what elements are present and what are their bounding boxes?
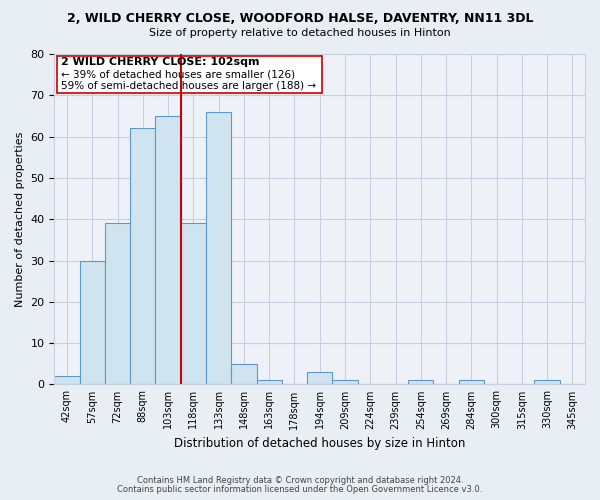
Bar — [206, 112, 231, 384]
Bar — [332, 380, 358, 384]
Bar — [105, 224, 130, 384]
Bar — [458, 380, 484, 384]
Text: Size of property relative to detached houses in Hinton: Size of property relative to detached ho… — [149, 28, 451, 38]
Bar — [307, 372, 332, 384]
Bar — [130, 128, 155, 384]
Text: 59% of semi-detached houses are larger (188) →: 59% of semi-detached houses are larger (… — [61, 82, 316, 92]
Text: Contains public sector information licensed under the Open Government Licence v3: Contains public sector information licen… — [118, 485, 482, 494]
Text: 2 WILD CHERRY CLOSE: 102sqm: 2 WILD CHERRY CLOSE: 102sqm — [61, 58, 259, 68]
Y-axis label: Number of detached properties: Number of detached properties — [15, 132, 25, 307]
Bar — [257, 380, 282, 384]
Text: 2, WILD CHERRY CLOSE, WOODFORD HALSE, DAVENTRY, NN11 3DL: 2, WILD CHERRY CLOSE, WOODFORD HALSE, DA… — [67, 12, 533, 26]
FancyBboxPatch shape — [57, 56, 322, 93]
Bar — [408, 380, 433, 384]
Bar — [231, 364, 257, 384]
Bar — [181, 224, 206, 384]
Text: ← 39% of detached houses are smaller (126): ← 39% of detached houses are smaller (12… — [61, 70, 295, 80]
X-axis label: Distribution of detached houses by size in Hinton: Distribution of detached houses by size … — [174, 437, 466, 450]
Bar — [80, 260, 105, 384]
Bar — [535, 380, 560, 384]
Bar — [55, 376, 80, 384]
Bar — [155, 116, 181, 384]
Text: Contains HM Land Registry data © Crown copyright and database right 2024.: Contains HM Land Registry data © Crown c… — [137, 476, 463, 485]
